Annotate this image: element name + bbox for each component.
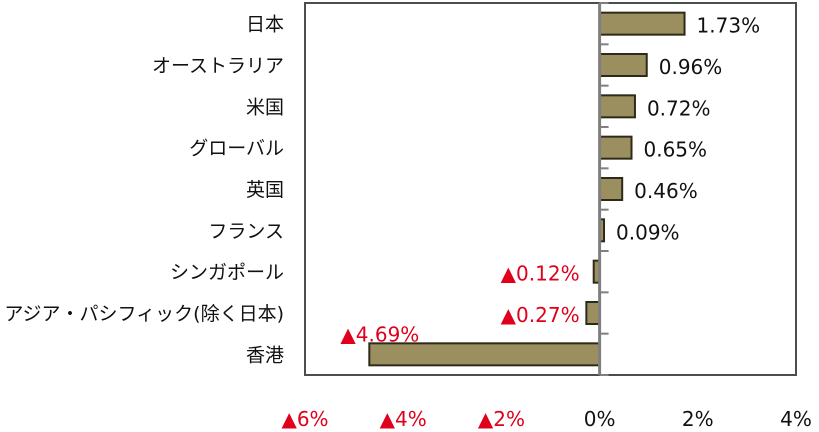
x-tick-label: ▲4% — [380, 407, 427, 431]
data-label: 0.65% — [644, 138, 708, 162]
plot-area-frame — [304, 2, 797, 376]
bar — [598, 177, 624, 201]
category-label: 英国 — [246, 179, 284, 201]
data-label: ▲4.69% — [340, 322, 419, 346]
x-tick-label: ▲6% — [281, 407, 328, 431]
x-tick-labels: ▲6% ▲4% ▲2% 0% 2% 4% — [281, 407, 811, 431]
data-labels: 1.73% 0.96% 0.72% 0.65% 0.46% 0.09% ▲0.12% ▲0.2… — [340, 14, 760, 347]
category-label: 香港 — [246, 344, 284, 366]
bars-group — [368, 11, 686, 367]
category-label: グローバル — [189, 138, 284, 160]
bar — [598, 53, 648, 77]
category-label: 日本 — [246, 14, 284, 36]
x-tick-label: ▲2% — [478, 407, 525, 431]
data-label: 0.46% — [634, 179, 698, 203]
bar — [585, 301, 601, 325]
category-labels: 日本オーストラリア米国グローバル英国フランスシンガポールアジア・パシフィック(除… — [4, 14, 284, 367]
x-tick-label: 0% — [584, 407, 616, 431]
bar — [368, 342, 601, 367]
category-label: フランス — [208, 220, 284, 242]
category-label: 米国 — [246, 96, 284, 118]
bar — [598, 11, 686, 36]
data-label: 0.72% — [647, 96, 711, 120]
data-label: ▲0.27% — [501, 303, 580, 327]
category-label: シンガポール — [170, 262, 284, 284]
zero-axis-ticks — [599, 2, 609, 376]
data-label: 0.09% — [616, 220, 680, 244]
data-label: 0.96% — [659, 55, 723, 79]
data-label: ▲0.12% — [501, 262, 580, 286]
x-tick-label: 4% — [780, 407, 812, 431]
x-tick-label: 2% — [682, 407, 714, 431]
category-label: オーストラリア — [152, 55, 284, 77]
category-label: アジア・パシフィック(除く日本) — [4, 303, 284, 325]
data-label: 1.73% — [697, 14, 761, 38]
bar — [598, 94, 636, 119]
bar — [598, 135, 633, 160]
